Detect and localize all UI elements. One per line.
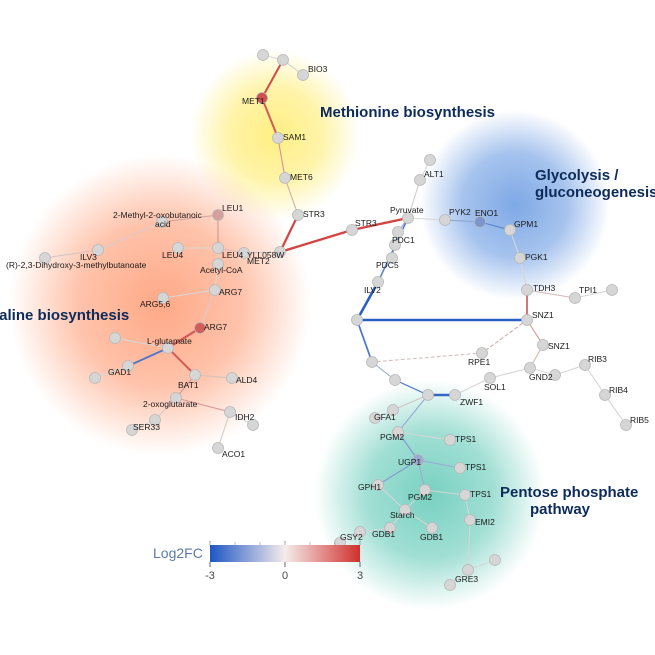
node-label: SER33	[133, 422, 160, 432]
node-label: ARG7	[204, 322, 227, 332]
node-label: TPS1	[455, 434, 477, 444]
node-label: GPH1	[358, 482, 381, 492]
node-label: (R)-2,3-Dihydroxy-3-methylbutanoate	[6, 260, 147, 270]
node-label: LEU1	[222, 203, 244, 213]
node-label: PDC1	[392, 235, 415, 245]
node-IDH2	[225, 407, 236, 418]
node-label: GRE3	[455, 574, 478, 584]
node-label: RIB4	[609, 385, 628, 395]
node-SAM1	[273, 133, 284, 144]
node-label: BIO3	[308, 64, 328, 74]
node-n_cyc1	[352, 315, 363, 326]
node-label: L-glutamate	[147, 336, 192, 346]
node-BAT1	[190, 370, 201, 381]
node-n_top1	[278, 55, 289, 66]
node-label: ILV2	[364, 285, 381, 295]
node-n_gre2	[445, 580, 456, 591]
node-label: PGM2	[380, 432, 404, 442]
node-TPS1b	[455, 463, 466, 474]
node-label: TPI1	[579, 285, 597, 295]
node-label: SAM1	[283, 132, 306, 142]
node-label: STR3	[355, 218, 377, 228]
node-label: IDH2	[235, 412, 255, 422]
node-label: MET6	[290, 172, 313, 182]
node-n_alt	[425, 155, 436, 166]
node-n_top2	[258, 50, 269, 61]
node-label: TPS1	[470, 489, 492, 499]
legend-tick: -3	[205, 570, 215, 582]
node-label: LEU4	[222, 250, 244, 260]
node-BIO3	[298, 70, 309, 81]
node-label: GSY2	[340, 532, 363, 542]
node-label: ACO1	[222, 449, 245, 459]
node-label: UGP1	[398, 457, 421, 467]
node-label: RIB5	[630, 415, 649, 425]
node-label: SNZ1	[548, 341, 570, 351]
node-n_gre	[490, 555, 501, 566]
node-label: 2-oxoglutarate	[143, 399, 198, 409]
node-label: RPE1	[468, 357, 490, 367]
node-label: Starch	[390, 510, 415, 520]
node-TDH3	[522, 285, 533, 296]
node-label: TDH3	[533, 283, 555, 293]
pathway-label-methionine: Methionine biosynthesis	[320, 104, 495, 121]
node-n_tpi	[607, 285, 618, 296]
node-label: RIB3	[588, 354, 607, 364]
node-SNZ1a	[522, 315, 533, 326]
node-label: PDC5	[376, 260, 399, 270]
node-label: Acetyl-CoA	[200, 265, 243, 275]
legend-tick: 0	[282, 570, 288, 582]
node-label: ENO1	[475, 208, 498, 218]
node-SNZ1b	[538, 340, 549, 351]
node-label: BAT1	[178, 380, 199, 390]
node-TPS1c	[460, 490, 471, 501]
legend-tick: 3	[357, 570, 363, 582]
legend-bar	[210, 545, 360, 562]
pathway-label-pentose1: Pentose phosphate	[500, 484, 638, 501]
glycolysis-region	[420, 110, 610, 300]
node-ENO1	[475, 217, 486, 228]
node-label: Pyruvate	[390, 205, 424, 215]
node-label: GDB1	[372, 529, 395, 539]
node-label: MET2	[247, 256, 270, 266]
node-label: ALT1	[424, 169, 444, 179]
node-label: GFA1	[374, 412, 396, 422]
node-label: PYK2	[449, 207, 471, 217]
node-n_gad	[90, 373, 101, 384]
node-label: ARG7	[219, 287, 242, 297]
node-label: ZWF1	[460, 397, 483, 407]
node-n_cyc3	[390, 375, 401, 386]
node-MET6	[280, 173, 291, 184]
node-label: PGK1	[525, 252, 548, 262]
node-label: GPM1	[514, 219, 538, 229]
node-label: ALD4	[236, 375, 258, 385]
node-label: SOL1	[484, 382, 506, 392]
node-PG_1	[423, 390, 434, 401]
node-ZWF1	[450, 390, 461, 401]
node-label: LEU4	[162, 250, 184, 260]
node-label: GDB1	[420, 532, 443, 542]
node-n_arg_l	[110, 333, 121, 344]
node-PGK1	[515, 253, 526, 264]
node-label: GAD1	[108, 367, 131, 377]
node-label: TPS1	[465, 462, 487, 472]
pathway-label-pentose2: pathway	[530, 501, 591, 518]
network-diagram: BIO3MET1SAM1MET6STR3YLL058WMET2STR3LEU12…	[0, 0, 655, 655]
node-n_cyc2	[367, 357, 378, 368]
node-label: EMI2	[475, 517, 495, 527]
node-label: PGM2	[408, 492, 432, 502]
node-STR3a	[293, 210, 304, 221]
node-TPS1a	[445, 435, 456, 446]
node-label: SNZ1	[532, 310, 554, 320]
node-label: acid	[155, 219, 171, 229]
pathway-label-glycolysis2: gluconeogenesis	[535, 184, 655, 201]
node-label: MET1	[242, 96, 265, 106]
node-label: STR3	[303, 209, 325, 219]
node-label: GND2	[529, 372, 553, 382]
node-EMI2	[465, 515, 476, 526]
node-label: ARG5,6	[140, 299, 171, 309]
pathway-label-glycolysis1: Glycolysis /	[535, 167, 619, 184]
pathway-label-valine: Valine biosynthesis	[0, 307, 129, 324]
legend-title: Log2FC	[153, 545, 203, 561]
